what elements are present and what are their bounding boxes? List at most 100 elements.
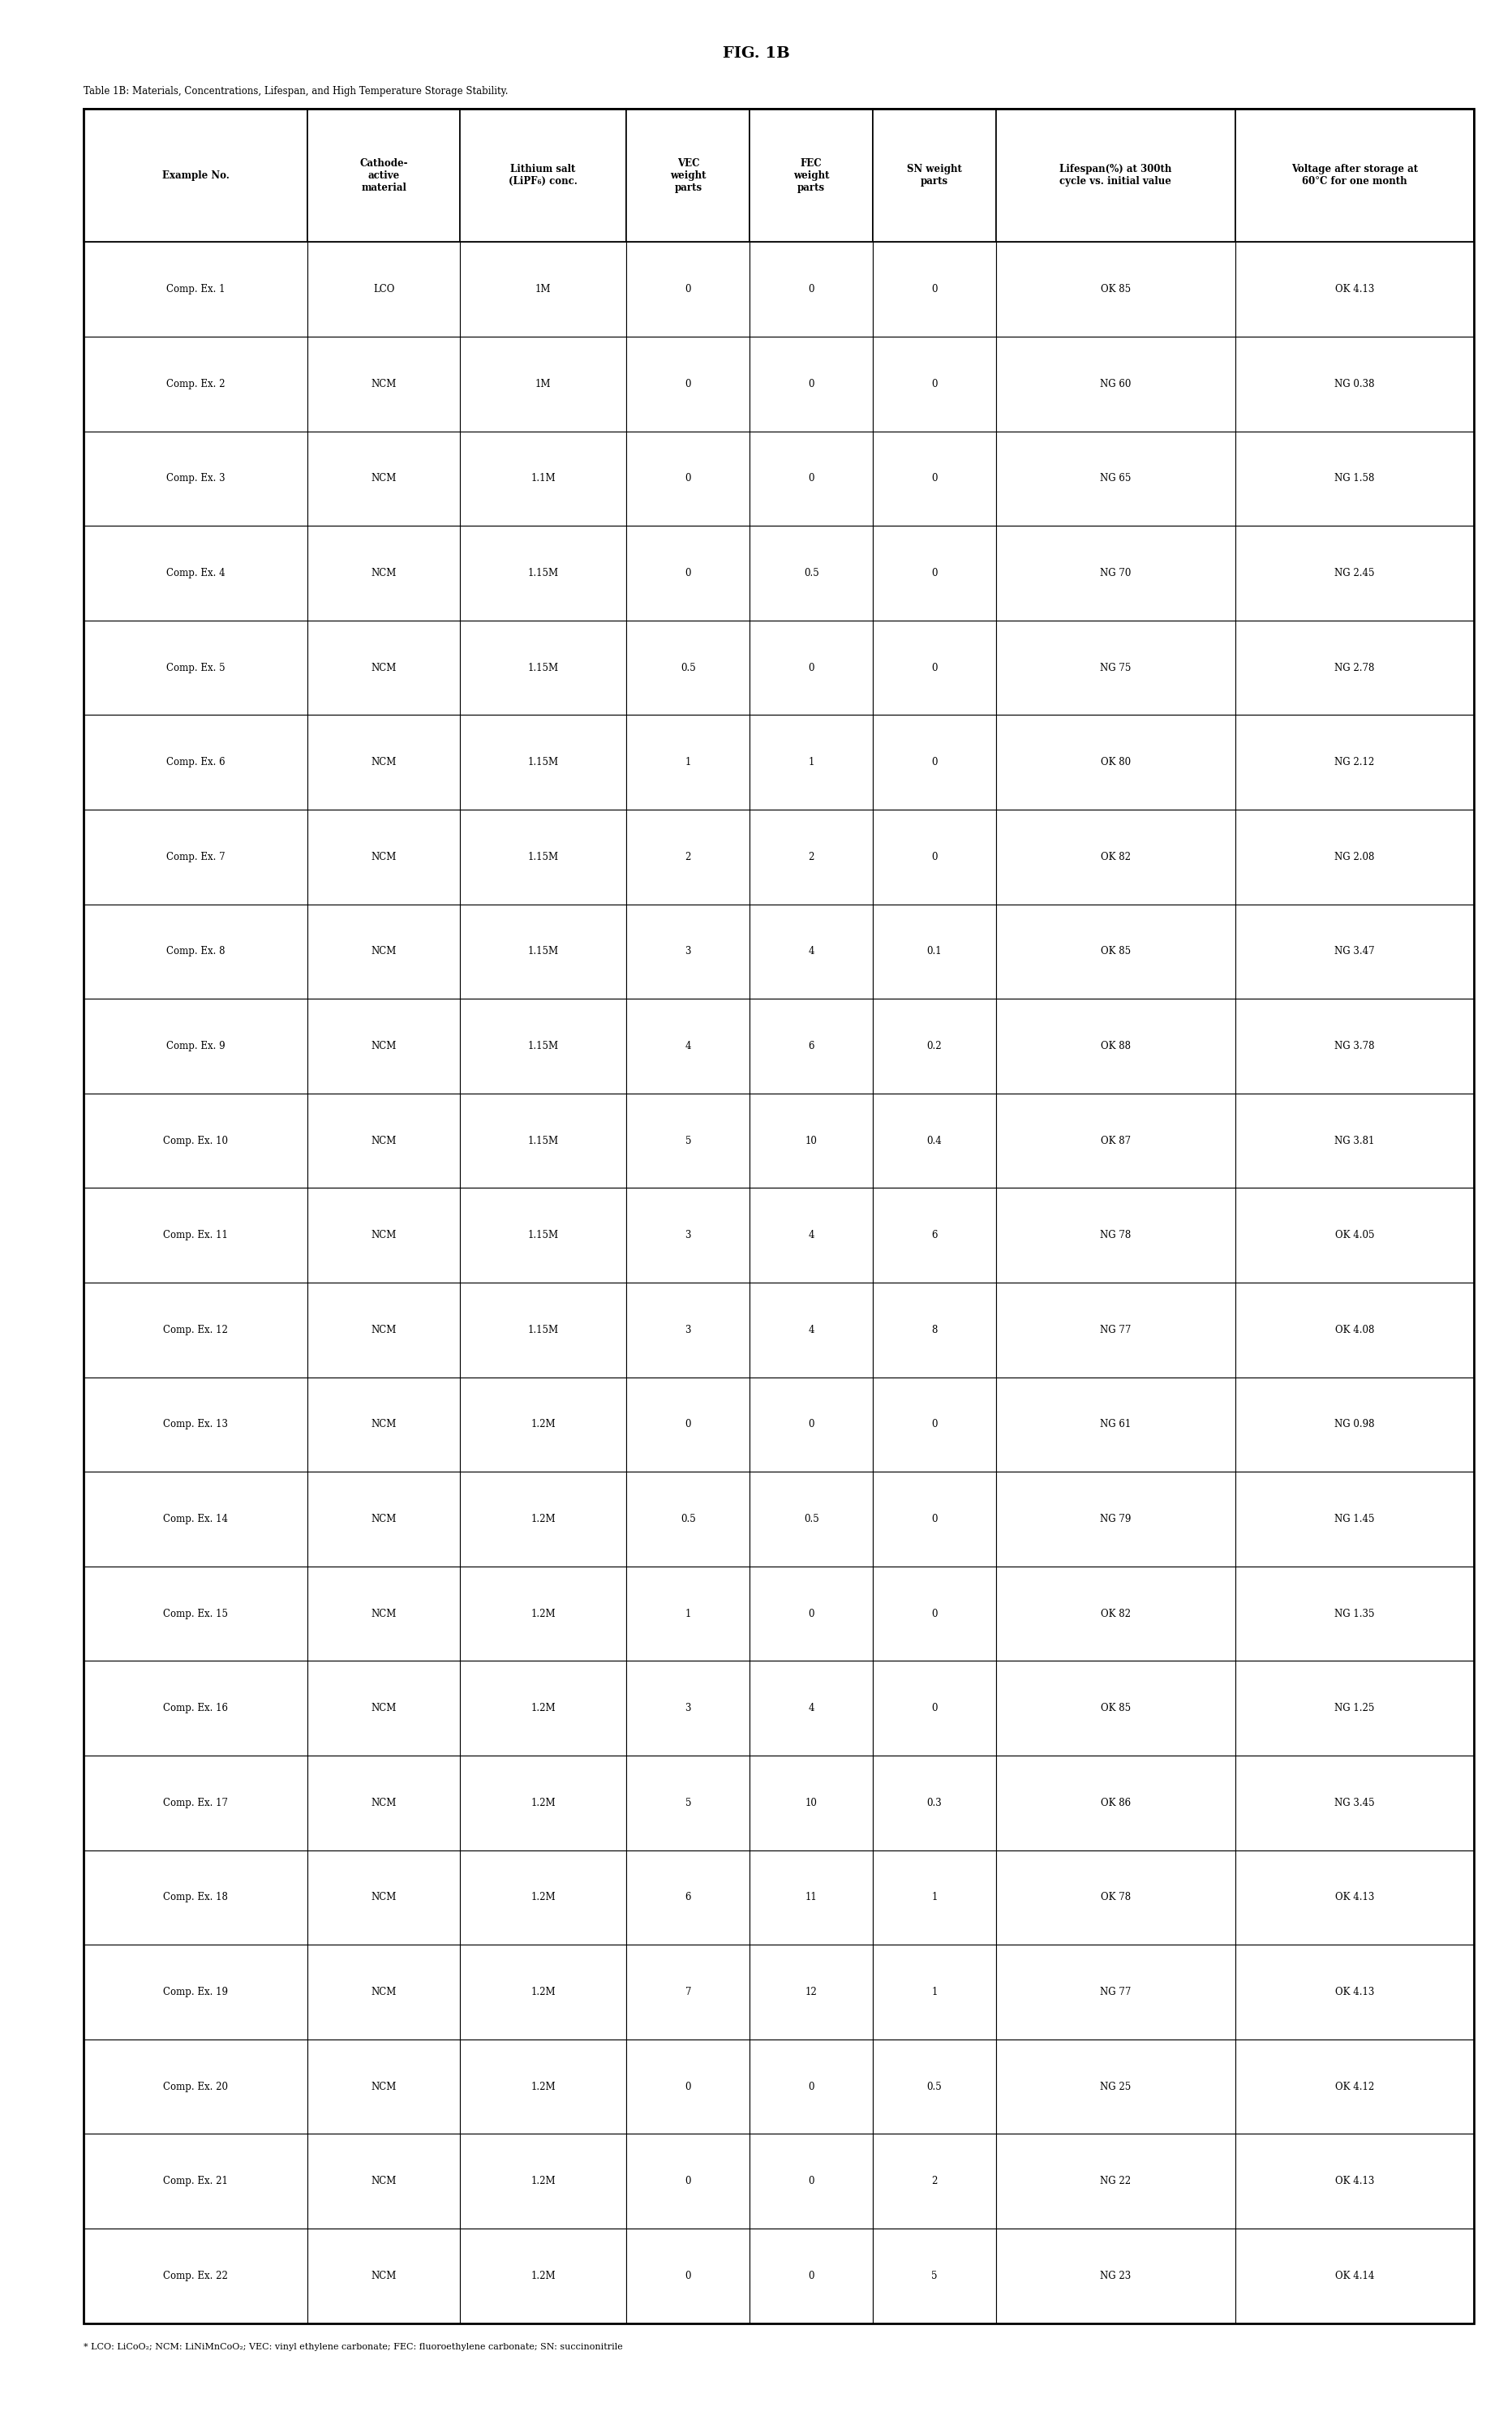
Text: 1.15M: 1.15M (528, 757, 558, 767)
Bar (996, 1946, 1235, 2040)
Text: NCM: NCM (370, 757, 396, 767)
Text: Comp. Ex. 22: Comp. Ex. 22 (163, 2270, 228, 2282)
Bar (1235, 714, 1474, 811)
Text: Comp. Ex. 4: Comp. Ex. 4 (166, 569, 225, 578)
Bar (750, 1754, 872, 1851)
Text: 0: 0 (685, 378, 691, 390)
Text: 10: 10 (806, 1135, 818, 1147)
Text: NG 2.12: NG 2.12 (1335, 757, 1374, 767)
Text: Table 1B: Materials, Concentrations, Lifespan, and High Temperature Storage Stab: Table 1B: Materials, Concentrations, Lif… (83, 87, 508, 97)
Bar (83, 905, 308, 999)
Bar (750, 811, 872, 905)
Text: Comp. Ex. 1: Comp. Ex. 1 (166, 283, 225, 295)
Bar (1235, 242, 1474, 336)
Text: OK 85: OK 85 (1101, 283, 1131, 295)
Bar (308, 1946, 460, 2040)
Bar (996, 811, 1235, 905)
Text: 0: 0 (931, 852, 937, 862)
Bar (1235, 2229, 1474, 2323)
Text: Comp. Ex. 18: Comp. Ex. 18 (163, 1892, 228, 1902)
Bar (460, 2040, 626, 2134)
Text: 11: 11 (806, 1892, 818, 1902)
Text: 0.5: 0.5 (804, 569, 820, 578)
Text: 0.5: 0.5 (680, 1515, 696, 1525)
Text: 6: 6 (685, 1892, 691, 1902)
Text: 1.2M: 1.2M (531, 2176, 555, 2188)
Bar (460, 1188, 626, 1283)
Text: 0: 0 (685, 569, 691, 578)
Bar (460, 1283, 626, 1377)
Text: 0: 0 (809, 2081, 815, 2091)
Bar (626, 1188, 750, 1283)
Bar (83, 525, 308, 620)
Bar (872, 242, 996, 336)
Bar (460, 336, 626, 431)
Text: 4: 4 (809, 1324, 815, 1336)
Bar (996, 336, 1235, 431)
Bar (1235, 525, 1474, 620)
Text: NG 1.25: NG 1.25 (1335, 1704, 1374, 1713)
Text: 1.2M: 1.2M (531, 1987, 555, 1996)
Text: * LCO: LiCoO₂; NCM: LiNiMnCoO₂; VEC: vinyl ethylene carbonate; FEC: fluoroethyle: * LCO: LiCoO₂; NCM: LiNiMnCoO₂; VEC: vin… (83, 2343, 623, 2350)
Bar (83, 2229, 308, 2323)
Bar (750, 1377, 872, 1471)
Bar (460, 2134, 626, 2229)
Text: NCM: NCM (370, 946, 396, 956)
Bar (308, 431, 460, 525)
Text: 10: 10 (806, 1798, 818, 1808)
Bar (750, 2229, 872, 2323)
Text: 1.15M: 1.15M (528, 1041, 558, 1050)
Text: 0: 0 (931, 378, 937, 390)
Text: 1M: 1M (535, 283, 552, 295)
Text: 0.2: 0.2 (927, 1041, 942, 1050)
Bar (1235, 999, 1474, 1094)
Bar (750, 1283, 872, 1377)
Text: NG 77: NG 77 (1101, 1987, 1131, 1996)
Text: Comp. Ex. 11: Comp. Ex. 11 (163, 1229, 228, 1241)
Bar (996, 1283, 1235, 1377)
Text: 0: 0 (931, 663, 937, 673)
Bar (626, 431, 750, 525)
Text: 4: 4 (809, 1229, 815, 1241)
Text: NG 3.47: NG 3.47 (1335, 946, 1374, 956)
Text: 1.15M: 1.15M (528, 1229, 558, 1241)
Bar (308, 2040, 460, 2134)
Text: NCM: NCM (370, 1798, 396, 1808)
Bar (996, 109, 1235, 242)
Text: NCM: NCM (370, 1324, 396, 1336)
Text: 0: 0 (809, 378, 815, 390)
Text: NCM: NCM (370, 1418, 396, 1430)
Bar (308, 2134, 460, 2229)
Bar (460, 999, 626, 1094)
Text: 1.15M: 1.15M (528, 1324, 558, 1336)
Text: NCM: NCM (370, 2176, 396, 2188)
Bar (626, 1566, 750, 1660)
Bar (460, 1377, 626, 1471)
Bar (626, 905, 750, 999)
Text: 1: 1 (931, 1987, 937, 1996)
Bar (872, 905, 996, 999)
Text: FEC
weight
parts: FEC weight parts (794, 157, 829, 194)
Text: Comp. Ex. 13: Comp. Ex. 13 (163, 1418, 228, 1430)
Bar (872, 2134, 996, 2229)
Text: 1.15M: 1.15M (528, 663, 558, 673)
Text: 0.5: 0.5 (680, 663, 696, 673)
Bar (872, 1851, 996, 1946)
Text: 0: 0 (685, 2081, 691, 2091)
Text: NCM: NCM (370, 1704, 396, 1713)
Text: 3: 3 (685, 946, 691, 956)
Text: OK 78: OK 78 (1101, 1892, 1131, 1902)
Text: 3: 3 (685, 1704, 691, 1713)
Bar (1235, 1754, 1474, 1851)
Text: 1.2M: 1.2M (531, 2081, 555, 2091)
Text: NCM: NCM (370, 663, 396, 673)
Text: OK 4.13: OK 4.13 (1335, 1892, 1374, 1902)
Text: 4: 4 (809, 946, 815, 956)
Text: NG 1.45: NG 1.45 (1335, 1515, 1374, 1525)
Bar (308, 336, 460, 431)
Text: NG 3.78: NG 3.78 (1335, 1041, 1374, 1050)
Bar (750, 525, 872, 620)
Text: NG 2.08: NG 2.08 (1335, 852, 1374, 862)
Text: Comp. Ex. 12: Comp. Ex. 12 (163, 1324, 228, 1336)
Bar (626, 1283, 750, 1377)
